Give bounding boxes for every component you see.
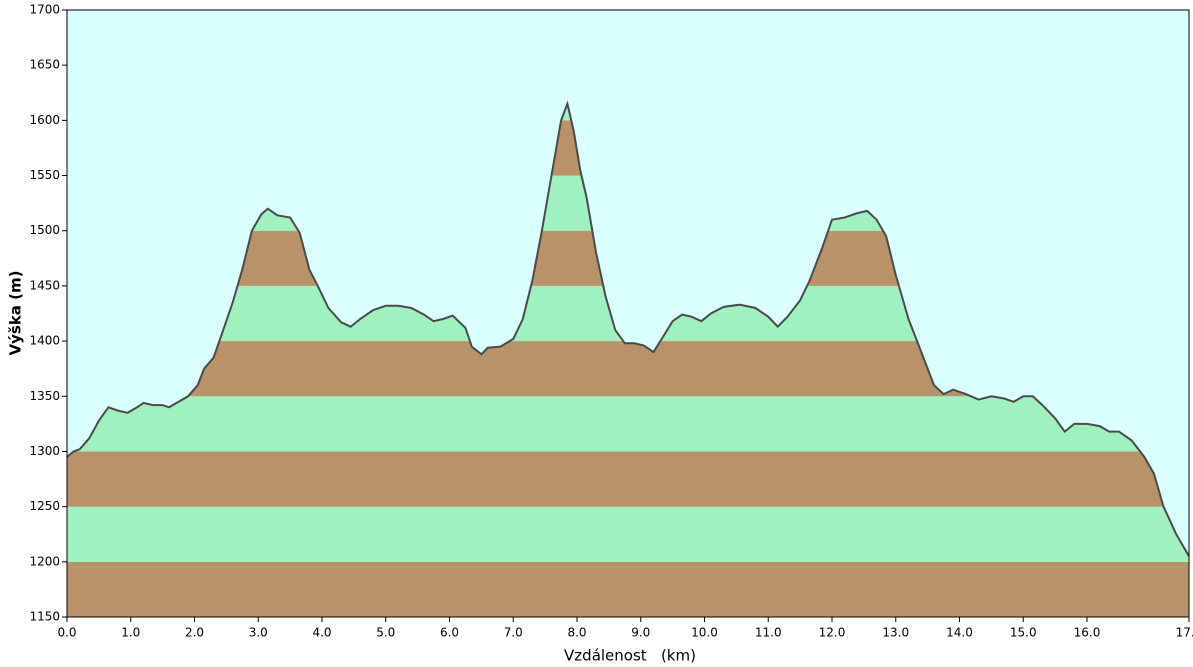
elevation-band	[67, 506, 1189, 562]
elevation-band	[67, 561, 1189, 617]
y-tick-label: 1700	[29, 3, 60, 17]
x-tick-label: 14.0	[946, 626, 973, 640]
x-tick-label: 9.0	[631, 626, 650, 640]
y-tick-label: 1350	[29, 389, 60, 403]
x-tick-label: 6.0	[440, 626, 459, 640]
x-tick-label: 12.0	[819, 626, 846, 640]
y-tick-label: 1600	[29, 113, 60, 127]
x-tick-label: 15.0	[1010, 626, 1037, 640]
x-tick-label: 5.0	[376, 626, 395, 640]
x-tick-label: 2.0	[185, 626, 204, 640]
x-tick-label: 0.0	[57, 626, 76, 640]
y-tick-label: 1650	[29, 58, 60, 72]
x-tick-label: 16.0	[1074, 626, 1101, 640]
y-tick-label: 1550	[29, 168, 60, 182]
elevation-band	[67, 396, 1189, 452]
y-tick-label: 1150	[29, 610, 60, 624]
y-tick-label: 1400	[29, 334, 60, 348]
y-axis-title: Výška (m)	[7, 271, 25, 356]
y-tick-label: 1250	[29, 499, 60, 513]
plot-frame	[66, 9, 1190, 618]
x-tick-label: 3.0	[249, 626, 268, 640]
y-tick-label: 1450	[29, 278, 60, 292]
x-tick-label: 8.0	[567, 626, 586, 640]
elevation-band	[67, 451, 1189, 507]
x-tick-label: 7.0	[504, 626, 523, 640]
x-tick-label: 1.0	[121, 626, 140, 640]
x-tick-label: 10.0	[691, 626, 718, 640]
x-tick-label: 13.0	[882, 626, 909, 640]
x-axis-title: Vzdálenost (km)	[564, 647, 696, 665]
x-tick-label: 17.6	[1176, 626, 1193, 640]
x-tick-label: 4.0	[312, 626, 331, 640]
y-tick-label: 1300	[29, 444, 60, 458]
profile-line	[66, 100, 1190, 557]
x-tick-label: 11.0	[755, 626, 782, 640]
y-tick-label: 1200	[29, 554, 60, 568]
y-tick-label: 1500	[29, 223, 60, 237]
